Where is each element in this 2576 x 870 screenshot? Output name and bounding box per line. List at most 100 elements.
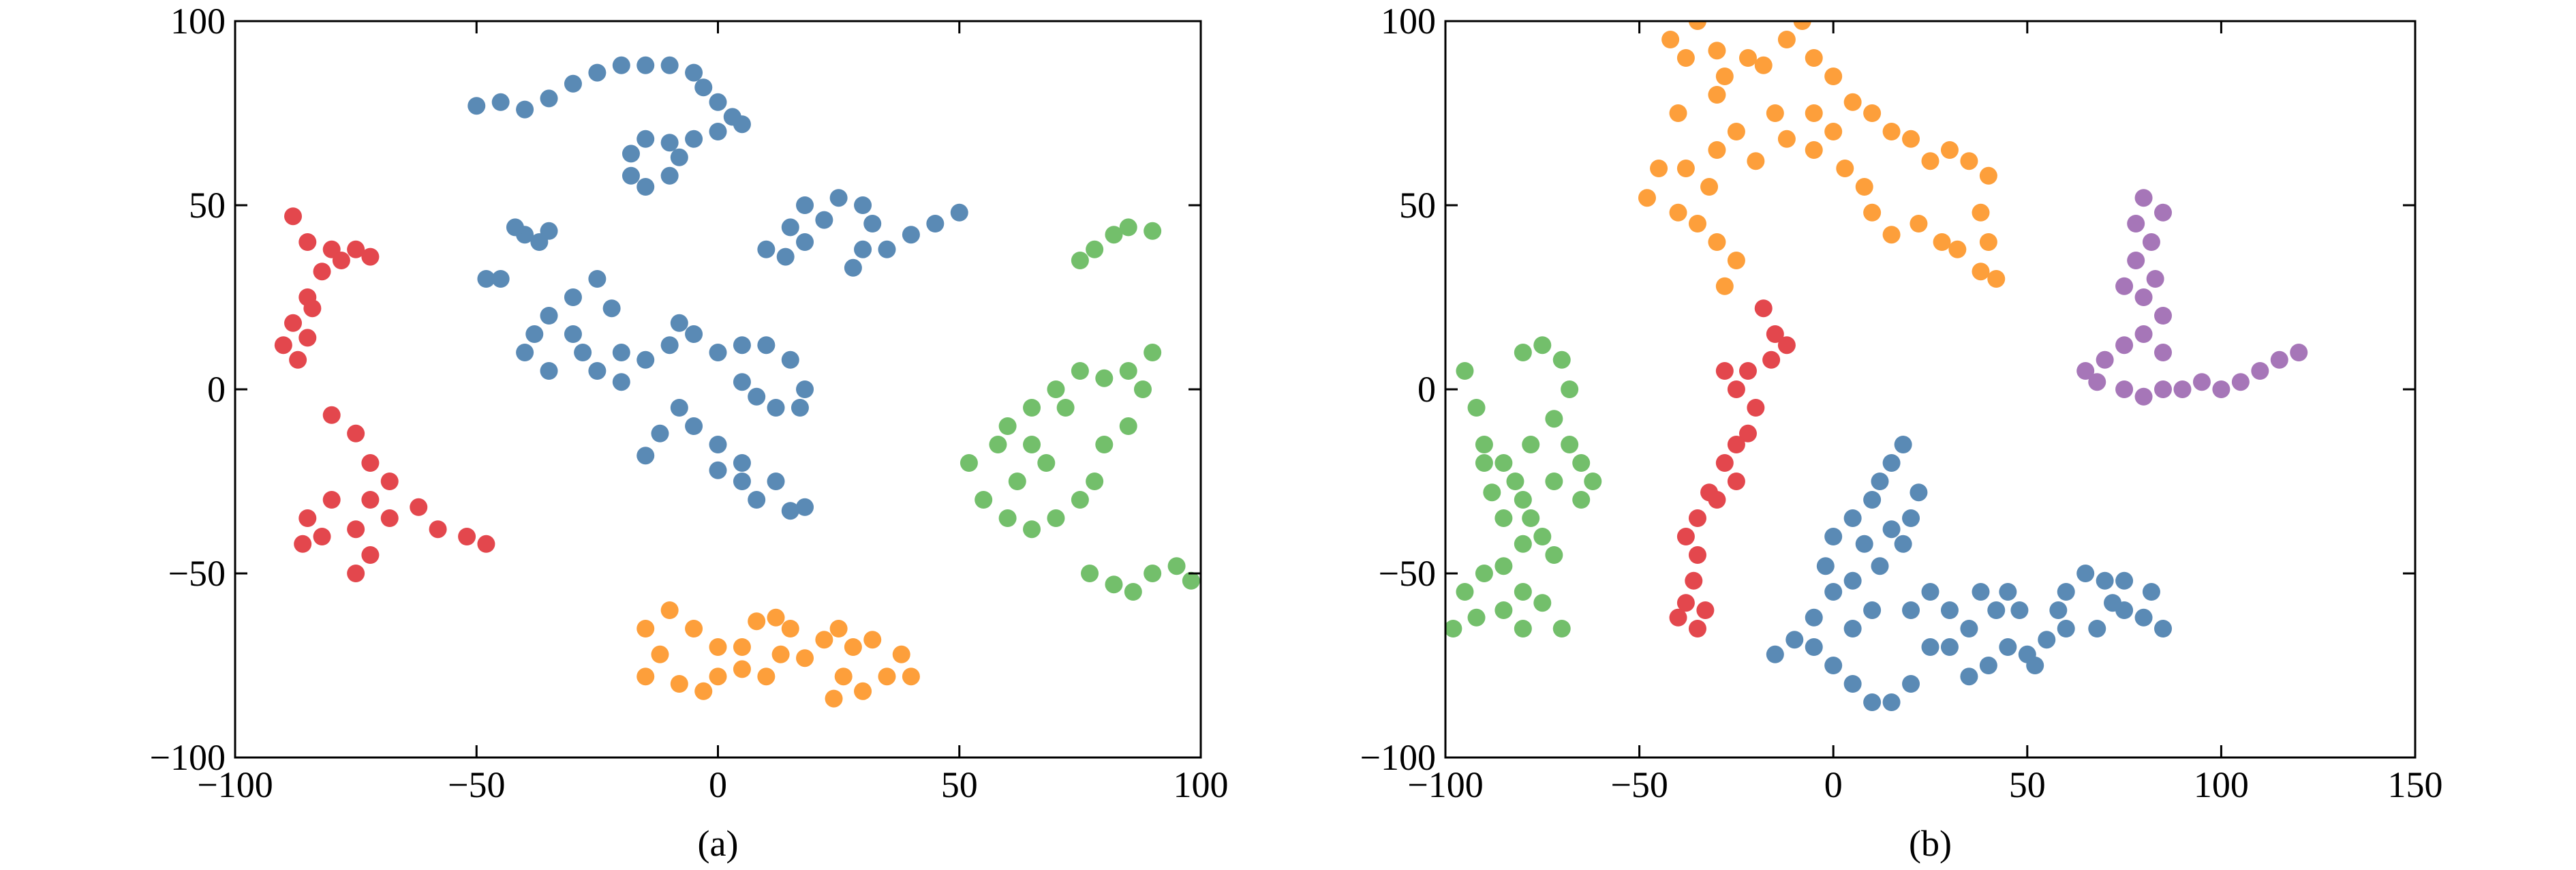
- scatter-point: [892, 645, 910, 663]
- scatter-point: [1676, 160, 1695, 177]
- x-tick-label: 100: [1174, 764, 1229, 805]
- scatter-point: [588, 362, 607, 380]
- scatter-point: [540, 89, 558, 108]
- scatter-point: [540, 222, 558, 240]
- scatter-point: [733, 336, 751, 355]
- scatter-point: [1688, 215, 1706, 232]
- scatter-point: [1972, 203, 1990, 222]
- scatter-point: [1762, 350, 1781, 369]
- scatter-point: [1708, 86, 1726, 104]
- scatter-point: [781, 502, 799, 520]
- y-tick-label: 0: [207, 369, 226, 410]
- scatter-point: [2173, 380, 2192, 398]
- scatter-point: [733, 115, 751, 134]
- scatter-point: [1843, 571, 1862, 590]
- scatter-point: [796, 380, 814, 398]
- scatter-point: [1095, 436, 1114, 453]
- scatter-point: [975, 491, 993, 509]
- scatter-point: [1475, 454, 1493, 472]
- scatter-point: [2057, 620, 2075, 638]
- scatter-point: [2076, 565, 2095, 582]
- scatter-point: [1023, 436, 1041, 453]
- scatter-point: [660, 336, 679, 355]
- scatter-point: [284, 314, 303, 332]
- scatter-point: [1708, 141, 1726, 159]
- scatter-point: [2134, 608, 2153, 627]
- scatter-point: [1545, 410, 1563, 428]
- scatter-point: [670, 675, 688, 693]
- scatter-point: [771, 645, 790, 663]
- scatter-point: [1071, 362, 1089, 380]
- scatter-point: [1727, 380, 1745, 398]
- scatter-point: [767, 608, 785, 627]
- scatter-point: [1661, 31, 1680, 48]
- scatter-point: [709, 638, 727, 656]
- scatter-point: [1824, 583, 1843, 601]
- scatter-point: [2076, 362, 2095, 380]
- scatter-point: [1882, 454, 1901, 472]
- scatter-point: [1754, 299, 1773, 318]
- scatter-point: [1467, 608, 1486, 627]
- scatter-point: [361, 454, 380, 472]
- scatter-point: [1522, 436, 1540, 453]
- scatter-point: [950, 203, 968, 222]
- scatter-point: [1023, 520, 1041, 539]
- subplot: −100 −50 0 50 100 150 −100 −50 0 50 100 (b): [1360, 1, 2443, 864]
- scatter-point: [588, 63, 607, 82]
- scatter-point: [2127, 252, 2145, 269]
- scatter-point: [347, 424, 365, 442]
- scatter-point: [960, 454, 978, 472]
- scatter-point: [1445, 620, 1462, 638]
- scatter-point: [902, 226, 920, 244]
- scatter-point: [380, 472, 399, 490]
- scatter-point: [863, 631, 882, 649]
- scatter-point: [1843, 509, 1862, 527]
- scatter-point: [1584, 472, 1602, 490]
- scatter-point: [637, 56, 655, 74]
- scatter-point: [525, 325, 544, 343]
- scatter-point: [2142, 233, 2160, 251]
- scatter-point: [1766, 645, 1784, 663]
- scatter-point: [410, 498, 428, 516]
- scatter-point: [1167, 557, 1186, 575]
- scatter-point: [1475, 436, 1493, 453]
- x-tick-label: 50: [941, 764, 978, 805]
- scatter-point: [347, 240, 365, 258]
- scatter-point: [1669, 203, 1687, 222]
- y-tick-label: −100: [150, 737, 226, 778]
- y-tick-label: −50: [168, 553, 226, 594]
- y-tick-label: 100: [1381, 1, 1436, 42]
- scatter-point: [313, 262, 331, 281]
- scatter-point: [1685, 571, 1703, 590]
- scatter-point: [1688, 546, 1706, 564]
- scatter-point: [1086, 472, 1104, 490]
- scatter-point: [1727, 252, 1745, 269]
- scatter-point: [637, 130, 655, 148]
- scatter-point: [1047, 380, 1065, 398]
- caption: (a): [698, 823, 739, 864]
- scatter-point: [1972, 583, 1990, 601]
- scatter-point: [1979, 166, 1997, 185]
- scatter-point: [1119, 362, 1137, 380]
- scatter-point: [2192, 373, 2211, 391]
- scatter-point: [1777, 336, 1796, 355]
- scatter-point: [1793, 21, 1811, 30]
- scatter-point: [1715, 68, 1734, 85]
- scatter-point: [1805, 608, 1823, 627]
- scatter-point: [998, 509, 1017, 527]
- scatter-point: [791, 399, 809, 417]
- scatter-point: [612, 56, 630, 74]
- scatter-point: [685, 620, 703, 638]
- scatter-point: [660, 601, 679, 619]
- scatter-point: [2154, 380, 2173, 398]
- scatter-point: [1708, 42, 1726, 60]
- scatter-point: [748, 387, 766, 406]
- scatter-point: [298, 329, 317, 347]
- scatter-point: [757, 240, 776, 258]
- scatter-point: [1047, 509, 1065, 527]
- scatter-point: [2115, 277, 2134, 295]
- scatter-point: [1467, 399, 1486, 417]
- scatter-point: [1902, 601, 1920, 619]
- scatter-point: [1863, 601, 1882, 619]
- scatter-point: [781, 218, 799, 237]
